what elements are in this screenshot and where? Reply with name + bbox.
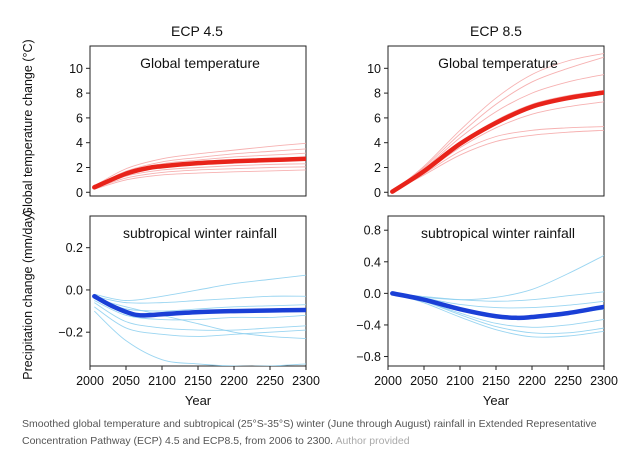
panel-temperature-ecp85: 0 2 4 6 8 10 Global temperature xyxy=(367,45,605,200)
caption-credit: Author provided xyxy=(335,435,410,447)
x-tick-label: 2150 xyxy=(184,374,212,388)
panel-title: subtropical winter rainfall xyxy=(123,225,277,241)
panel-rainfall-ecp45: −0.2 0.0 0.2 2000 2050 2100 2150 2200 2250 2300 s… xyxy=(58,215,320,388)
y-tick-label: −0.8 xyxy=(356,350,381,364)
member-line-6 xyxy=(392,292,604,338)
x-tick-label: 2200 xyxy=(518,374,546,388)
member-line-5 xyxy=(392,101,604,193)
plot-frame xyxy=(387,45,605,197)
axes-group: 0 2 4 6 8 10 xyxy=(367,62,388,200)
panel-rainfall-ecp85: −0.8 −0.4 0.0 0.4 0.8 2000 2050 2100 2150 2200 225… xyxy=(356,215,618,388)
y-tick-label: 0 xyxy=(374,186,381,200)
panel-title: subtropical winter rainfall xyxy=(421,225,575,241)
member-line-2 xyxy=(392,291,604,302)
member-line-1 xyxy=(392,255,604,301)
series-group xyxy=(390,255,604,338)
x-tick-label: 2000 xyxy=(76,374,104,388)
x-tick-label: 2250 xyxy=(256,374,284,388)
y-tick-label: 10 xyxy=(367,62,381,76)
y-tick-label: 0.0 xyxy=(66,283,83,297)
member-line-7 xyxy=(94,310,306,366)
temperature-mean-line xyxy=(92,156,306,190)
row-label-precipitation-text: Precipitation change (mm/day) xyxy=(21,210,35,380)
y-tick-label: 0 xyxy=(76,186,83,200)
member-line-7 xyxy=(392,129,604,193)
rainfall-mean-line xyxy=(92,294,306,318)
y-tick-label: 0.0 xyxy=(364,287,381,301)
y-tick-label: 10 xyxy=(69,62,83,76)
x-tick-label: 2050 xyxy=(112,374,140,388)
panel-title: Global temperature xyxy=(438,55,558,71)
x-tick-label: 2300 xyxy=(292,374,320,388)
member-line-8 xyxy=(94,297,306,339)
temperature-mean-line xyxy=(390,90,604,194)
member-line-2 xyxy=(94,148,306,188)
y-tick-label: 2 xyxy=(374,161,381,175)
x-axis-title-left: Year xyxy=(185,393,212,408)
figure-caption: Smoothed global temperature and subtropi… xyxy=(22,416,632,450)
x-tick-label: 2150 xyxy=(482,374,510,388)
x-axis-title-right: Year xyxy=(483,393,510,408)
column-title-ecp45: ECP 4.5 xyxy=(171,23,223,39)
row-label-temperature-text: Global temperature change (°C) xyxy=(21,39,35,216)
axes-group: −0.2 0.0 0.2 2000 2050 2100 2150 2200 2250 2300 xyxy=(58,241,320,388)
x-tick-label: 2100 xyxy=(148,374,176,388)
y-tick-label: 0.2 xyxy=(66,241,83,255)
axes-group: 0 2 4 6 8 10 xyxy=(69,62,90,200)
member-line-2 xyxy=(94,295,306,304)
member-line-3 xyxy=(94,297,306,312)
column-title-ecp85: ECP 8.5 xyxy=(470,23,522,39)
row-label-temperature: Global temperature change (°C) xyxy=(21,39,35,216)
member-line-1 xyxy=(94,142,306,187)
member-line-6 xyxy=(392,126,604,193)
member-line-1 xyxy=(94,274,306,301)
y-tick-label: 2 xyxy=(76,161,83,175)
x-tick-label: 2300 xyxy=(590,374,618,388)
y-tick-label: 4 xyxy=(76,136,83,150)
x-tick-label: 2200 xyxy=(220,374,248,388)
panel-temperature-ecp45: 0 2 4 6 8 10 Global temperature xyxy=(69,45,307,200)
row-label-precipitation: Precipitation change (mm/day) xyxy=(21,210,35,380)
member-line-1 xyxy=(392,52,604,193)
plot-frame xyxy=(89,45,307,197)
member-line-6 xyxy=(94,306,306,337)
x-tick-label: 2000 xyxy=(374,374,402,388)
panel-title: Global temperature xyxy=(140,55,260,71)
rainfall-mean-line xyxy=(390,291,604,321)
y-tick-label: 0.8 xyxy=(364,224,381,238)
y-tick-label: −0.4 xyxy=(356,318,381,332)
x-tick-label: 2250 xyxy=(554,374,582,388)
member-line-4 xyxy=(94,300,306,321)
caption-text: Smoothed global temperature and subtropi… xyxy=(22,418,597,447)
member-line-2 xyxy=(392,56,604,193)
climate-figure: ECP 4.5 ECP 8.5 Global temperature chang… xyxy=(21,23,618,408)
member-line-5 xyxy=(94,163,306,189)
x-tick-label: 2050 xyxy=(410,374,438,388)
y-tick-label: 6 xyxy=(76,111,83,125)
y-tick-label: 6 xyxy=(374,111,381,125)
series-group xyxy=(390,52,604,194)
x-tick-label: 2100 xyxy=(446,374,474,388)
y-tick-label: −0.2 xyxy=(58,326,83,340)
y-tick-label: 0.4 xyxy=(364,255,381,269)
series-group xyxy=(92,142,306,190)
member-line-5 xyxy=(94,302,306,331)
series-group xyxy=(92,274,306,366)
axes-group: −0.8 −0.4 0.0 0.4 0.8 2000 2050 2100 2150 2200 225… xyxy=(356,224,618,388)
member-line-6 xyxy=(94,166,306,189)
member-line-7 xyxy=(94,169,306,190)
y-tick-label: 8 xyxy=(374,87,381,101)
y-tick-label: 4 xyxy=(374,136,381,150)
y-tick-label: 8 xyxy=(76,87,83,101)
